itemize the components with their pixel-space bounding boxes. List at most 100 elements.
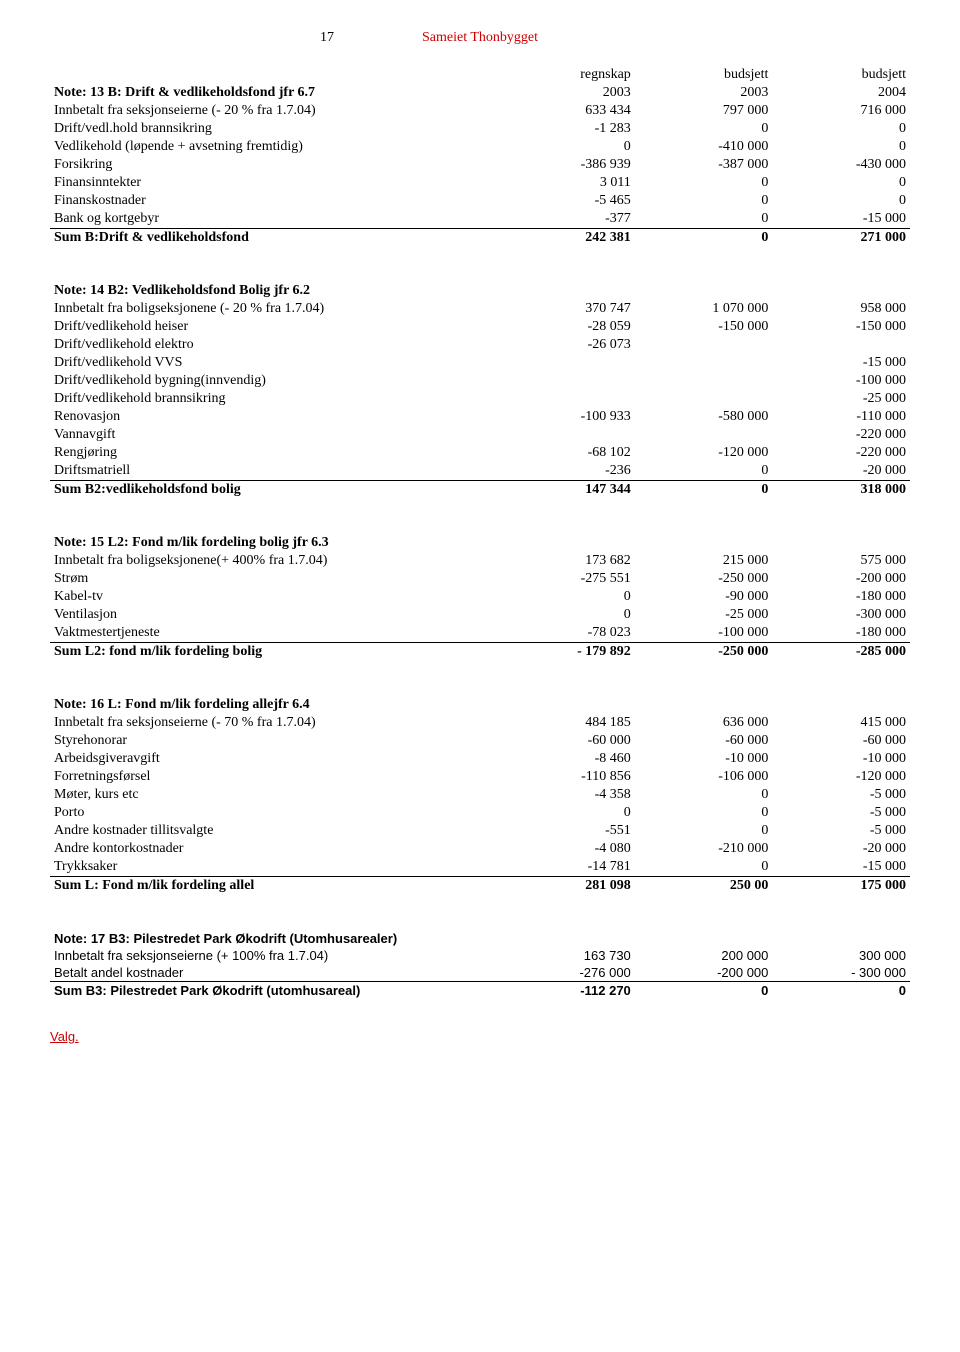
row-label: Drift/vedlikehold VVS [50, 354, 497, 372]
row-label: Rengjøring [50, 444, 497, 462]
row-v2: 0 [635, 210, 773, 229]
row-v3: -430 000 [772, 156, 910, 174]
table-row: Drift/vedlikehold elektro-26 073 [50, 336, 910, 354]
row-label: Finansinntekter [50, 174, 497, 192]
row-v1 [497, 426, 635, 444]
row-v3: -120 000 [772, 768, 910, 786]
table-row: Arbeidsgiveravgift-8 460-10 000-10 000 [50, 750, 910, 768]
row-v2: 1 070 000 [635, 300, 773, 318]
table-row: Andre kontorkostnader-4 080-210 000-20 0… [50, 840, 910, 858]
table-row: Styrehonorar-60 000-60 000-60 000 [50, 732, 910, 750]
row-v2 [635, 372, 773, 390]
row-v1: -110 856 [497, 768, 635, 786]
row-v3: -20 000 [772, 840, 910, 858]
row-v3: -110 000 [772, 408, 910, 426]
row-v3: 0 [772, 174, 910, 192]
row-label: Forsikring [50, 156, 497, 174]
row-v3: -220 000 [772, 426, 910, 444]
row-label: Drift/vedlikehold heiser [50, 318, 497, 336]
row-label: Vedlikehold (løpende + avsetning fremtid… [50, 138, 497, 156]
table-row: Vannavgift-220 000 [50, 426, 910, 444]
row-v2: -410 000 [635, 138, 773, 156]
row-v2 [635, 336, 773, 354]
row-v3: -5 000 [772, 804, 910, 822]
note13-title: Note: 13 B: Drift & vedlikeholdsfond jfr… [50, 84, 497, 102]
table-row: Finanskostnader-5 46500 [50, 192, 910, 210]
row-v3: -5 000 [772, 786, 910, 804]
table-row: Drift/vedlikehold brannsikring-25 000 [50, 390, 910, 408]
row-v3: -60 000 [772, 732, 910, 750]
row-v3: 716 000 [772, 102, 910, 120]
table-row: Ventilasjon0-25 000-300 000 [50, 606, 910, 624]
row-v1 [497, 390, 635, 408]
row-v2: -580 000 [635, 408, 773, 426]
note16-sum-row: Sum L: Fond m/lik fordeling allel 281 09… [50, 877, 910, 896]
row-v3: -5 000 [772, 822, 910, 840]
row-v3: -150 000 [772, 318, 910, 336]
row-v1: 0 [497, 804, 635, 822]
row-label: Porto [50, 804, 497, 822]
page-title: Sameiet Thonbygget [422, 30, 538, 46]
row-label: Strøm [50, 570, 497, 588]
page-header: 17 Sameiet Thonbygget [50, 30, 910, 46]
footer-link[interactable]: Valg. [50, 1029, 79, 1044]
note14-heading-row: Note: 14 B2: Vedlikeholdsfond Bolig jfr … [50, 277, 910, 300]
row-label: Styrehonorar [50, 732, 497, 750]
page-number: 17 [320, 30, 334, 46]
sum-v2: 0 [635, 982, 773, 1000]
row-v2 [635, 426, 773, 444]
row-v1: -1 283 [497, 120, 635, 138]
table-row: Forsikring-386 939-387 000-430 000 [50, 156, 910, 174]
note14-title: Note: 14 B2: Vedlikeholdsfond Bolig jfr … [50, 277, 910, 300]
table-row: Bank og kortgebyr-3770-15 000 [50, 210, 910, 229]
row-v2: 0 [635, 120, 773, 138]
row-v2: 0 [635, 462, 773, 481]
table-row: Innbetalt fra boligseksjonene(+ 400% fra… [50, 552, 910, 570]
col-header-regnskap: regnskap [497, 66, 635, 84]
sum-label: Sum B:Drift & vedlikeholdsfond [50, 229, 497, 248]
note17-heading-row: Note: 17 B3: Pilestredet Park Økodrift (… [50, 925, 910, 947]
table-row: Møter, kurs etc-4 3580-5 000 [50, 786, 910, 804]
row-label: Innbetalt fra boligseksjonene (- 20 % fr… [50, 300, 497, 318]
row-v1: 173 682 [497, 552, 635, 570]
row-v1: -78 023 [497, 624, 635, 643]
row-v2: 0 [635, 858, 773, 877]
row-v2: -100 000 [635, 624, 773, 643]
row-v2: 200 000 [635, 947, 773, 964]
row-label: Drift/vedl.hold brannsikring [50, 120, 497, 138]
row-v3: -180 000 [772, 624, 910, 643]
row-label: Innbetalt fra boligseksjonene(+ 400% fra… [50, 552, 497, 570]
row-v2: -150 000 [635, 318, 773, 336]
sum-v3: 318 000 [772, 481, 910, 500]
row-v2: 636 000 [635, 714, 773, 732]
row-v3: -15 000 [772, 354, 910, 372]
row-v2: -210 000 [635, 840, 773, 858]
table-row: Drift/vedlikehold VVS -15 000 [50, 354, 910, 372]
sum-v1: - 179 892 [497, 643, 635, 662]
row-v3: -200 000 [772, 570, 910, 588]
row-label: Drift/vedlikehold bygning(innvendig) [50, 372, 497, 390]
row-v1: -14 781 [497, 858, 635, 877]
row-v1 [497, 372, 635, 390]
note15-table: Note: 15 L2: Fond m/lik fordeling bolig … [50, 529, 910, 661]
row-v2 [635, 354, 773, 372]
row-v1: -8 460 [497, 750, 635, 768]
row-v1: 163 730 [497, 947, 635, 964]
note15-sum-row: Sum L2: fond m/lik fordeling bolig - 179… [50, 643, 910, 662]
row-v2: -25 000 [635, 606, 773, 624]
row-v1: 484 185 [497, 714, 635, 732]
row-v2: -200 000 [635, 964, 773, 982]
table-row: Rengjøring-68 102-120 000-220 000 [50, 444, 910, 462]
row-v2: -10 000 [635, 750, 773, 768]
row-v3: 0 [772, 192, 910, 210]
table-row: Drift/vedlikehold bygning(innvendig)-100… [50, 372, 910, 390]
table-row: Trykksaker-14 7810-15 000 [50, 858, 910, 877]
row-label: Drift/vedlikehold brannsikring [50, 390, 497, 408]
sum-label: Sum L2: fond m/lik fordeling bolig [50, 643, 497, 662]
row-v2: -106 000 [635, 768, 773, 786]
row-v1: -275 551 [497, 570, 635, 588]
row-v3: 575 000 [772, 552, 910, 570]
sum-v2: -250 000 [635, 643, 773, 662]
sum-v2: 250 00 [635, 877, 773, 896]
table-row: Kabel-tv0-90 000-180 000 [50, 588, 910, 606]
